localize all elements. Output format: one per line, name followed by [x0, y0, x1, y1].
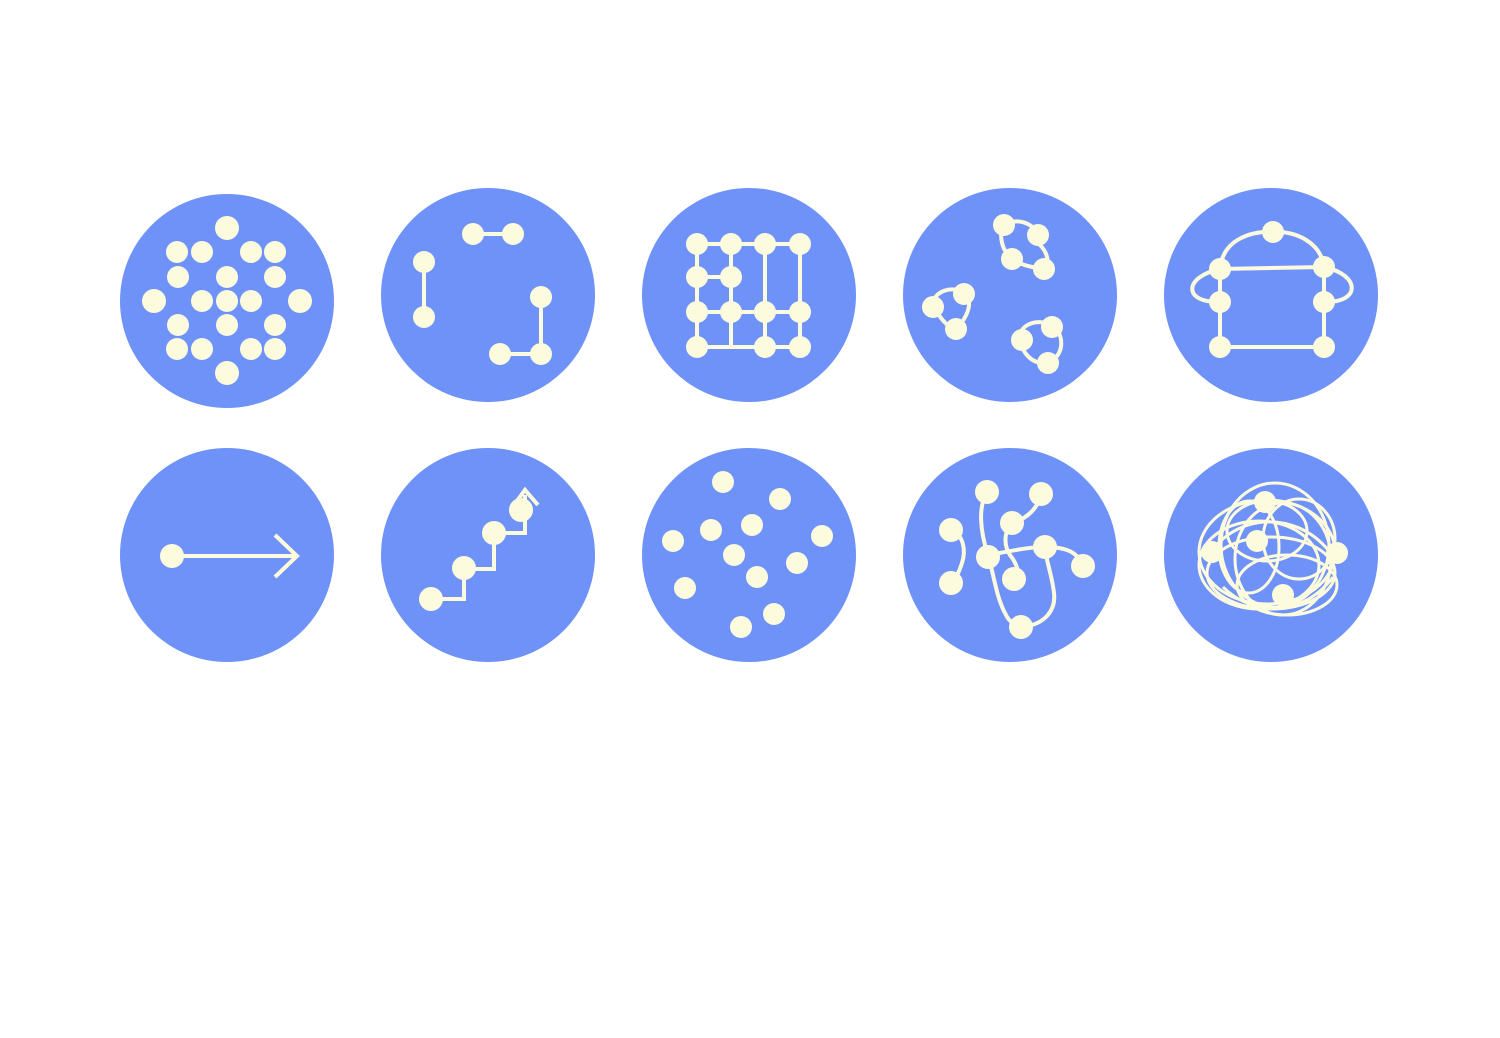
stepped-growth-icon [380, 447, 596, 663]
looped-hierarchy-icon [1163, 187, 1379, 403]
tangled-network-icon [1163, 447, 1379, 663]
icon-background [903, 188, 1117, 402]
icon-background [381, 448, 595, 662]
linear-arrow-icon [119, 447, 335, 663]
paired-nodes-icon [380, 187, 596, 403]
nodes [142, 216, 312, 385]
scattered-nodes-icon [641, 447, 857, 663]
branching-network-icon [902, 447, 1118, 663]
icon-background [642, 448, 856, 662]
concentric-cluster-icon [119, 193, 335, 409]
icon-background [642, 188, 856, 402]
icon-background [381, 188, 595, 402]
small-clusters-icon [902, 187, 1118, 403]
grid-network-icon [641, 187, 857, 403]
